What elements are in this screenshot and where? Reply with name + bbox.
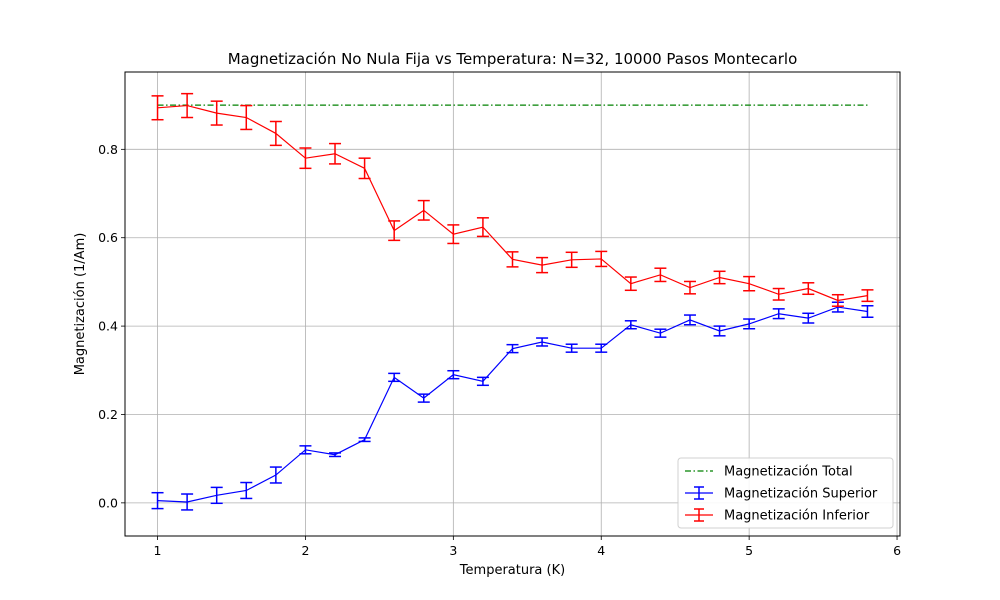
- error-bar: [388, 220, 401, 242]
- error-bar: [181, 92, 194, 119]
- error-bar: [269, 466, 282, 484]
- plot-frame: [124, 71, 901, 537]
- error-bar: [210, 486, 223, 505]
- error-bar: [861, 289, 874, 303]
- error-bar: [151, 95, 164, 121]
- legend-box: [677, 457, 894, 529]
- error-bar: [151, 491, 164, 510]
- error-bar: [358, 157, 371, 180]
- error-bar: [447, 369, 460, 380]
- error-bar: [654, 267, 667, 283]
- x-tick-label: 1: [154, 543, 162, 558]
- legend-label: Magnetización Inferior: [724, 509, 870, 524]
- error-bar: [329, 452, 342, 458]
- error-bar: [299, 147, 312, 170]
- error-bar: [713, 325, 726, 337]
- error-bar: [624, 320, 637, 330]
- error-bar: [536, 337, 549, 347]
- x-tick-label: 5: [745, 543, 753, 558]
- error-bar: [240, 104, 253, 131]
- error-bar: [299, 445, 312, 455]
- error-bar: [210, 100, 223, 126]
- x-tick-label: 4: [597, 543, 605, 558]
- error-bar: [565, 251, 578, 269]
- error-bar: [565, 343, 578, 353]
- legend-item-magnetizacion-superior: Magnetización Superior: [685, 486, 878, 502]
- legend-label: Magnetización Superior: [724, 487, 878, 502]
- legend-item-magnetizacion-total: Magnetización Total: [685, 465, 853, 480]
- y-tick-label: 0.2: [98, 407, 118, 422]
- error-bar: [772, 308, 785, 320]
- error-bar: [329, 142, 342, 165]
- series-magnetizacion-superior: [151, 301, 874, 511]
- error-bar: [802, 282, 815, 296]
- y-tick-label: 0.6: [98, 230, 118, 245]
- error-bar: [358, 437, 371, 443]
- error-bar: [654, 328, 667, 338]
- error-bar: [447, 224, 460, 245]
- error-bar: [683, 280, 696, 295]
- ticks: 1 2 3 4 5 6 0.0 0.2 0.4 0.6 0.8: [98, 142, 901, 558]
- error-bar: [772, 287, 785, 301]
- error-bar: [802, 312, 815, 324]
- error-bar: [417, 199, 430, 221]
- x-axis-label: Temperatura (K): [459, 563, 565, 578]
- error-bar: [683, 314, 696, 326]
- series-layer: [151, 92, 874, 511]
- error-bar: [181, 493, 194, 511]
- legend-label: Magnetización Total: [724, 465, 853, 480]
- legend: Magnetización Total Magnetización Superio…: [677, 457, 894, 529]
- x-tick-label: 2: [301, 543, 309, 558]
- error-bar: [506, 343, 519, 354]
- error-bar: [269, 120, 282, 147]
- y-tick-label: 0.0: [98, 495, 118, 510]
- error-bar: [595, 250, 608, 268]
- y-tick-label: 0.8: [98, 142, 118, 157]
- error-bar: [506, 251, 519, 268]
- chart-title: Magnetización No Nula Fija vs Temperatur…: [228, 50, 798, 68]
- error-bar: [861, 305, 874, 319]
- error-bar: [743, 275, 756, 292]
- x-tick-label: 3: [449, 543, 457, 558]
- y-tick-label: 0.4: [98, 319, 118, 334]
- error-bar: [595, 343, 608, 353]
- error-bar: [388, 372, 401, 383]
- error-bar: [831, 293, 844, 307]
- error-bar: [240, 481, 253, 500]
- legend-item-magnetizacion-inferior: Magnetización Inferior: [685, 508, 870, 524]
- error-bar: [536, 256, 549, 274]
- error-bar: [713, 270, 726, 285]
- error-bar: [476, 217, 489, 238]
- y-axis-label: Magnetización (1/Am): [73, 233, 88, 376]
- error-bar: [476, 376, 489, 387]
- error-bar: [743, 318, 756, 330]
- error-bar: [624, 276, 637, 292]
- error-bar: [417, 393, 430, 403]
- series-magnetizacion-inferior: [151, 92, 874, 307]
- x-tick-label: 6: [893, 543, 901, 558]
